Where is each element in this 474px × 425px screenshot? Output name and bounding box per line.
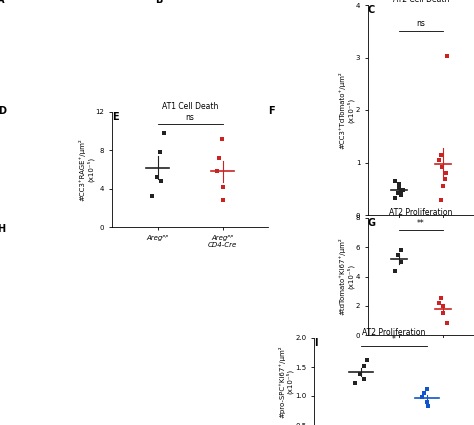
- Text: B: B: [155, 0, 162, 5]
- Point: [400, 187, 407, 193]
- Point: [438, 151, 445, 158]
- Point: [437, 197, 445, 204]
- Text: ns: ns: [185, 113, 194, 122]
- Point: [363, 357, 371, 363]
- Point: [439, 183, 447, 190]
- Text: E: E: [112, 112, 118, 122]
- Point: [443, 53, 450, 60]
- Point: [156, 149, 164, 156]
- Point: [442, 170, 449, 176]
- Text: F: F: [268, 107, 274, 116]
- Point: [418, 394, 426, 400]
- Point: [424, 398, 431, 405]
- Point: [439, 302, 447, 309]
- Text: A: A: [0, 0, 4, 5]
- Point: [392, 267, 399, 274]
- Text: D: D: [0, 107, 6, 116]
- Y-axis label: #CC3⁺TdTomato⁺/μm²
(x10⁻⁵): #CC3⁺TdTomato⁺/μm² (x10⁻⁵): [339, 71, 355, 149]
- Point: [153, 174, 161, 181]
- Point: [398, 258, 405, 265]
- Title: AT1 Cell Death: AT1 Cell Death: [162, 102, 218, 111]
- Text: *: *: [392, 335, 396, 344]
- Point: [219, 183, 226, 190]
- Point: [436, 156, 443, 163]
- Point: [441, 176, 448, 183]
- Point: [356, 371, 364, 377]
- Point: [444, 320, 451, 327]
- Point: [148, 193, 156, 200]
- Point: [394, 190, 402, 196]
- Y-axis label: #CC3⁺RAGE⁺/μm²
(x10⁻⁵): #CC3⁺RAGE⁺/μm² (x10⁻⁵): [78, 138, 94, 201]
- Title: AT2 Proliferation: AT2 Proliferation: [362, 328, 426, 337]
- Text: H: H: [0, 224, 5, 234]
- Point: [437, 295, 445, 302]
- Point: [219, 197, 227, 204]
- Point: [439, 310, 447, 317]
- Title: AT2 Proliferation: AT2 Proliferation: [389, 208, 453, 217]
- Text: ns: ns: [417, 19, 426, 28]
- Point: [436, 300, 443, 306]
- Text: **: **: [417, 219, 425, 228]
- Text: G: G: [368, 218, 376, 228]
- Point: [424, 385, 431, 392]
- Point: [219, 136, 226, 142]
- Title: AT2 Cell Death: AT2 Cell Death: [393, 0, 449, 4]
- Point: [397, 188, 405, 195]
- Point: [360, 363, 367, 369]
- Point: [424, 403, 432, 410]
- Point: [420, 390, 428, 397]
- Point: [395, 184, 403, 191]
- Y-axis label: #pro-SPC⁺Ki67⁺/μm²
(x10⁻⁵): #pro-SPC⁺Ki67⁺/μm² (x10⁻⁵): [278, 345, 294, 418]
- Point: [361, 375, 368, 382]
- Point: [160, 130, 167, 136]
- Point: [392, 178, 399, 184]
- Point: [398, 192, 405, 198]
- Text: I: I: [314, 338, 318, 348]
- Point: [394, 251, 402, 258]
- Point: [216, 155, 223, 162]
- Text: C: C: [368, 5, 375, 15]
- Point: [395, 180, 403, 187]
- Point: [213, 168, 221, 175]
- Point: [397, 247, 405, 254]
- Point: [392, 195, 399, 201]
- Point: [157, 178, 165, 184]
- Point: [351, 380, 359, 387]
- Point: [438, 163, 446, 170]
- Y-axis label: #tdTomato⁺Ki67⁺/μm²
(x10⁻⁵): #tdTomato⁺Ki67⁺/μm² (x10⁻⁵): [339, 238, 355, 315]
